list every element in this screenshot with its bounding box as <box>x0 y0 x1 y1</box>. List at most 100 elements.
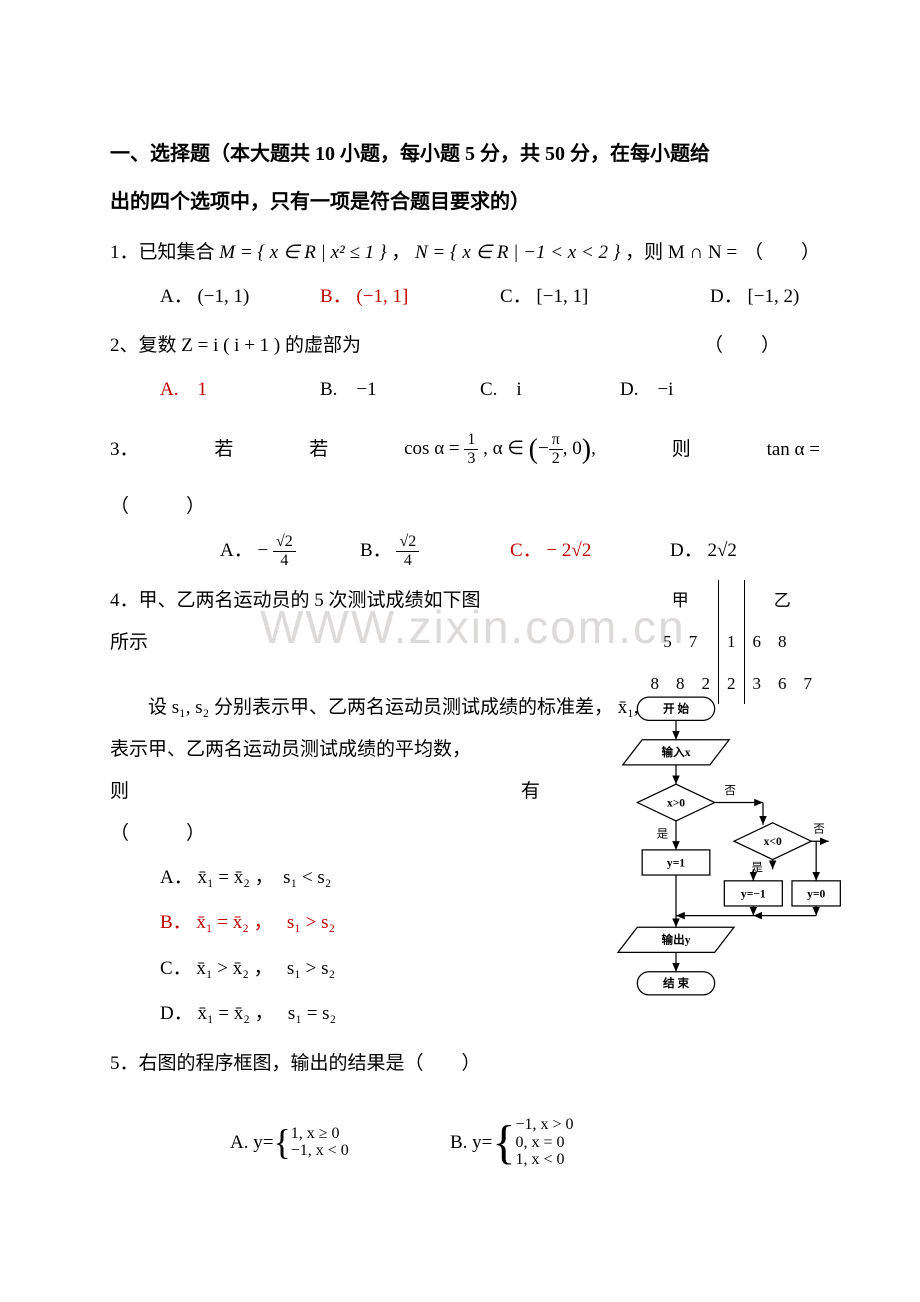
q1-N: N = { x ∈ R | −1 < x < 2 } <box>415 242 620 263</box>
svg-text:否: 否 <box>813 823 825 836</box>
q5-A-piece: 1, x ≥ 0 −1, x < 0 <box>291 1125 349 1160</box>
q3-B-num: √2 <box>396 534 419 552</box>
sl-r1-left: 5 7 <box>643 621 719 662</box>
q5-B-r0: −1, x > 0 <box>515 1116 573 1134</box>
question-4: 4．甲、乙两名运动员的 5 次测试成绩如下图 所示 甲乙 5 7 1 6 8 8… <box>110 580 820 682</box>
svg-text:输入x: 输入x <box>662 745 691 759</box>
q3-prefix: 3． <box>110 429 139 471</box>
q3-rparen: ) <box>582 434 591 465</box>
sl-c: 7 <box>689 632 698 651</box>
question-1: 1．已知集合 M = { x ∈ R | x² ≤ 1 } ， N = { x … <box>110 232 820 274</box>
q3-lparen: ( <box>529 434 538 465</box>
q2-opt-C: C. i <box>480 367 620 413</box>
q3-neg: − <box>538 438 549 459</box>
q5-A-label: A. y= <box>230 1120 273 1166</box>
stem-leaf-plot: 甲乙 5 7 1 6 8 8 8 2 2 3 6 7 <box>643 580 821 704</box>
q3-opt-A: A． − √24 <box>220 528 360 574</box>
svg-text:开 始: 开 始 <box>663 702 689 716</box>
q3-comma: , <box>591 438 596 459</box>
q5-B-piece: −1, x > 0 0, x = 0 1, x < 0 <box>515 1116 573 1169</box>
svg-text:是: 是 <box>657 828 669 841</box>
question-2: 2、复数 Z = i ( i + 1 ) 的虚部为 （ ） <box>110 325 820 367</box>
q4-opt-C: C． x̄₁ > x̄₂ ， s₁ > s₂ <box>160 946 410 992</box>
q3-w3: 则 <box>672 429 691 471</box>
q2-opt-B: B. −1 <box>320 367 480 413</box>
q3-w1: 若 <box>214 429 233 471</box>
section-title-line2: 出的四个选项中，只有一项是符合题目要求的） <box>110 191 530 213</box>
q5-B-r2: 1, x < 0 <box>515 1151 573 1169</box>
q3-cos: cos α = <box>404 438 460 459</box>
q4-line1: 4．甲、乙两名运动员的 5 次测试成绩如下图 <box>110 580 540 622</box>
q4-opt-B: B． x̄₁ = x̄₂ ， s₁ > s₂ <box>160 900 335 946</box>
svg-text:y=1: y=1 <box>667 857 685 870</box>
q1-prefix: 1．已知集合 <box>110 242 219 263</box>
svg-text:x>0: x>0 <box>667 797 685 810</box>
q3-pi2-num: π <box>549 432 563 450</box>
q4-opt-A: A． x̄₁ = x̄₂ ， s₁ < s₂ <box>160 855 410 901</box>
q3-opt-C: C． − 2√2 <box>510 528 670 574</box>
q1-opt-D: D． [−1, 2) <box>710 274 799 320</box>
q4-options: A． x̄₁ = x̄₂ ， s₁ < s₂ B． x̄₁ = x̄₂ ， s₁… <box>110 855 570 1037</box>
q3-w2: 若 <box>309 429 328 471</box>
sl-c: 8 <box>778 632 787 651</box>
sl-h-left: 甲 <box>643 580 719 621</box>
q3-opt-B-frac: √24 <box>396 534 419 569</box>
q4-opt-D: D． x̄₁ = x̄₂ ， s₁ = s₂ <box>160 991 336 1037</box>
sl-c: 6 <box>753 632 762 651</box>
q1-tail: ，则 M ∩ N = <box>625 242 737 263</box>
flowchart: 是否是否开 始输入xx>0y=1x<0y=−1y=0输出y结 束 <box>560 687 850 1023</box>
q2-opt-A: A. 1 <box>160 367 320 413</box>
q2-paren: （ ） <box>704 325 820 367</box>
svg-text:结 束: 结 束 <box>662 977 689 991</box>
q1-opt-A: A． (−1, 1) <box>160 274 320 320</box>
q3-pi2: π2 <box>549 432 563 467</box>
q3-A-num: √2 <box>273 534 296 552</box>
q5-options: A. y= { 1, x ≥ 0 −1, x < 0 B. y= { −1, x… <box>110 1085 820 1200</box>
question-3: 3． 若 若 cos α = 13 , α ∈ (−π2, 0), 则 tan … <box>110 419 820 481</box>
svg-text:输出y: 输出y <box>662 933 691 947</box>
q3-alpha-in: , α ∈ <box>483 438 524 459</box>
q4-l5: 则 有 <box>110 771 540 813</box>
q5-A-r1: −1, x < 0 <box>291 1142 349 1160</box>
q3-frac1-den: 3 <box>464 450 478 467</box>
q5-opt-A: A. y= { 1, x ≥ 0 −1, x < 0 <box>230 1099 450 1185</box>
sl-r1-right: 6 8 <box>744 621 820 662</box>
q1-paren: （ ） <box>744 232 820 274</box>
svg-text:y=−1: y=−1 <box>741 888 766 901</box>
q5-opt-B: B. y= { −1, x > 0 0, x = 0 1, x < 0 <box>450 1085 573 1200</box>
q3-tan: tan α = <box>767 429 820 471</box>
svg-text:y=0: y=0 <box>807 888 825 901</box>
q2-opt-D: D. −i <box>620 367 673 413</box>
q3-opt-B: B． √24 <box>360 528 510 574</box>
q4-l5a: 则 <box>110 771 129 813</box>
q3-A-den: 4 <box>273 552 296 569</box>
q3-B-den: 4 <box>396 552 419 569</box>
q3-opt-B-label: B． <box>360 540 392 561</box>
q2-options: A. 1 B. −1 C. i D. −i <box>110 367 820 413</box>
question-5: 5．右图的程序框图，输出的结果是（ ） <box>110 1043 820 1085</box>
q1-sep: ， <box>391 242 415 263</box>
svg-text:x<0: x<0 <box>764 835 782 848</box>
q1-M: M = { x ∈ R | x² ≤ 1 } <box>219 242 386 263</box>
q5-B-r1: 0, x = 0 <box>515 1134 573 1152</box>
q3-frac1: 13 <box>464 432 478 467</box>
q3-paren-row: （ ） <box>110 486 820 528</box>
q3-options: A． − √24 B． √24 C． − 2√2 D． 2√2 <box>110 528 820 574</box>
q4-body: 设 s₁, s₂ 分别表示甲、乙两名运动员测试成绩的标准差， x̄₁, x̄₂ … <box>110 687 820 854</box>
q3-opt-A-frac: √24 <box>273 534 296 569</box>
q3-paren: （ ） <box>110 496 205 517</box>
q1-options: A． (−1, 1) B． (−1, 1] C． [−1, 1] D． [−1,… <box>110 274 820 320</box>
q3-opt-A-label: A． − <box>220 540 268 561</box>
q3-pi2-den: 2 <box>549 450 563 467</box>
q4-l5b: 有 <box>521 771 540 813</box>
q5-B-label: B. y= <box>450 1120 492 1166</box>
sl-c: 5 <box>663 632 672 651</box>
q1-opt-B: B． (−1, 1] <box>320 274 500 320</box>
q3-int-tail: , 0 <box>563 438 582 459</box>
sl-h-right: 乙 <box>744 580 820 621</box>
sl-r1-stem: 1 <box>719 621 745 662</box>
section-title-line1: 一、选择题（本大题共 10 小题，每小题 5 分，共 50 分，在每小题给 <box>110 143 710 165</box>
q3-frac1-num: 1 <box>464 432 478 450</box>
q5-A-r0: 1, x ≥ 0 <box>291 1125 349 1143</box>
q5-text: 5．右图的程序框图，输出的结果是（ ） <box>110 1053 481 1074</box>
